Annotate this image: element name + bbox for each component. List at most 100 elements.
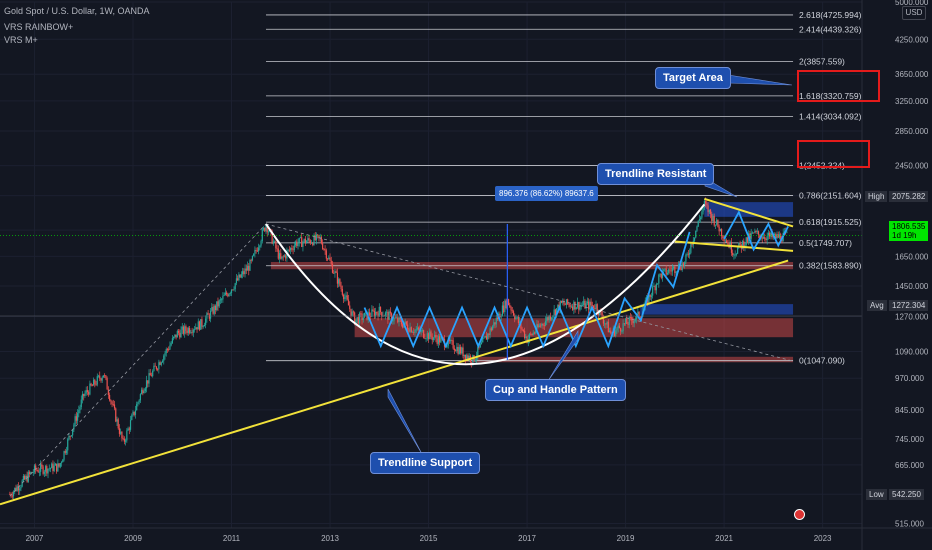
candle-body [392, 320, 394, 322]
candle-body [80, 399, 82, 407]
dashed-trend-line [265, 223, 794, 362]
candle-body [576, 302, 579, 308]
candle-body [351, 311, 353, 316]
cup-handle-callout[interactable]: Cup and Handle Pattern [485, 379, 626, 401]
candle-body [48, 468, 50, 470]
candle-body [697, 220, 699, 227]
candle-body [111, 401, 113, 405]
candle-body [522, 329, 524, 331]
candle-body [112, 404, 114, 406]
candle-body [331, 263, 334, 273]
trendline-support-callout[interactable]: Trendline Support [370, 452, 481, 474]
trendline-channel-lower[interactable] [674, 240, 794, 252]
candle-body [484, 335, 486, 338]
candle-body [105, 375, 107, 379]
candle-body [684, 261, 686, 266]
candle-body [686, 253, 688, 255]
indicator-vrs-m[interactable]: VRS M+ [4, 35, 38, 45]
candle-body [604, 323, 606, 325]
candle-body [271, 231, 273, 244]
candle-body [719, 228, 721, 232]
candle-body [184, 326, 186, 334]
candle-body [187, 328, 190, 333]
candle-body [218, 300, 220, 307]
candle-body [304, 238, 306, 244]
candle-body [28, 472, 31, 474]
candle-body [75, 416, 77, 421]
candle-body [79, 406, 81, 411]
candle-body [738, 242, 740, 248]
candle-body [94, 379, 96, 385]
candle-body [721, 228, 723, 237]
currency-label[interactable]: USD [902, 6, 926, 20]
candle-body [675, 272, 677, 274]
candle-body [134, 410, 137, 415]
candle-body [95, 384, 97, 386]
x-tick-label: 2015 [420, 534, 438, 543]
candle-body [775, 234, 777, 239]
candle-body [717, 219, 719, 227]
candle-body [282, 256, 284, 258]
candle-body [507, 299, 510, 306]
candle-body [521, 328, 523, 330]
trendline-channel-upper[interactable] [704, 197, 794, 228]
candle-body [91, 385, 93, 387]
candle-body [131, 415, 133, 421]
candle-body [144, 388, 146, 392]
candle-body [159, 362, 161, 365]
candle-body [308, 238, 310, 241]
candle-body [288, 249, 290, 251]
y-tick-label: 1450.000 [895, 282, 929, 291]
candle-body [64, 451, 66, 453]
candle-body [374, 311, 377, 317]
candle-body [341, 288, 343, 295]
candle-body [272, 241, 274, 244]
candle-body [149, 373, 151, 376]
cup-curve[interactable] [265, 203, 706, 366]
candle-body [168, 349, 170, 351]
candle-body [161, 360, 164, 363]
candle-body [196, 327, 198, 330]
candle-body [467, 355, 469, 359]
candle-body [525, 336, 527, 338]
candle-body [108, 394, 111, 401]
candle-body [340, 285, 342, 289]
measure-label[interactable]: 896.376 (86.62%) 89637.6 [495, 186, 598, 201]
candle-body [777, 234, 779, 238]
candle-body [755, 231, 757, 233]
candle-body [101, 377, 103, 381]
candle-body [601, 312, 603, 319]
trendline-support[interactable] [0, 259, 789, 506]
candle-body [426, 333, 428, 339]
candle-body [421, 330, 423, 331]
high-label: High [865, 191, 888, 202]
candle-body [125, 440, 127, 442]
target-area-callout[interactable]: Target Area [655, 67, 731, 89]
indicator-vrs-rainbow[interactable]: VRS RAINBOW+ [4, 22, 74, 32]
candle-body [592, 305, 595, 309]
y-tick-label: 4250.000 [895, 35, 929, 44]
candle-body [626, 318, 628, 324]
candle-body [33, 465, 36, 473]
candle-body [767, 232, 770, 236]
fib-level-label: 1.414(3034.092) [799, 112, 862, 122]
candle-body [322, 243, 324, 249]
candle-body [65, 450, 68, 453]
candle-body [650, 295, 653, 297]
candle-body [76, 413, 79, 421]
candle-body [370, 316, 372, 318]
candle-body [246, 265, 249, 271]
candle-body [293, 245, 295, 250]
symbol-title[interactable]: Gold Spot / U.S. Dollar, 1W, OANDA [4, 6, 150, 16]
candle-body [548, 315, 550, 321]
flag-icon[interactable] [794, 509, 805, 520]
trendline-resistant-callout[interactable]: Trendline Resistant [597, 163, 715, 185]
candle-body [92, 379, 95, 386]
candle-body [647, 297, 649, 304]
candle-body [509, 305, 511, 307]
candle-body [158, 362, 160, 370]
candle-body [237, 278, 239, 281]
candle-body [556, 308, 558, 316]
last-price-tag: 1806.535 1d 19h [889, 221, 929, 241]
